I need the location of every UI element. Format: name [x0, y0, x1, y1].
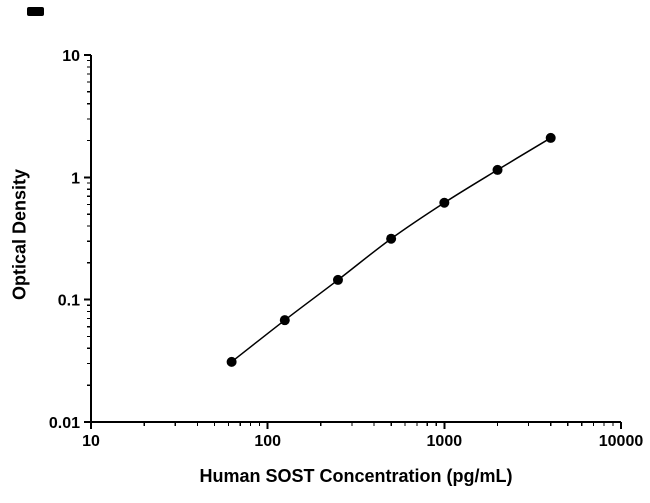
- data-point: [492, 164, 503, 175]
- y-axis-tick-label: 0.1: [58, 293, 80, 310]
- x-axis-title: Human SOST Concentration (pg/mL): [199, 466, 513, 486]
- x-axis-tick-label: 10: [82, 433, 100, 450]
- data-point: [279, 315, 290, 326]
- data-point: [386, 233, 397, 244]
- data-point: [545, 132, 556, 143]
- x-axis-tick-label: 1000: [427, 433, 463, 450]
- y-axis-tick-label: 0.01: [49, 415, 80, 432]
- x-axis-tick-label: 100: [254, 433, 281, 450]
- y-axis-tick-label: 1: [71, 170, 80, 187]
- data-point: [226, 356, 237, 367]
- x-axis-tick-label: 10000: [599, 433, 644, 450]
- fit-curve: [231, 137, 552, 363]
- y-axis-tick-label: 10: [62, 48, 80, 65]
- data-point: [439, 197, 450, 208]
- y-axis-title: Optical Density: [9, 168, 30, 301]
- corner-mark: [27, 7, 44, 16]
- data-point: [332, 274, 343, 285]
